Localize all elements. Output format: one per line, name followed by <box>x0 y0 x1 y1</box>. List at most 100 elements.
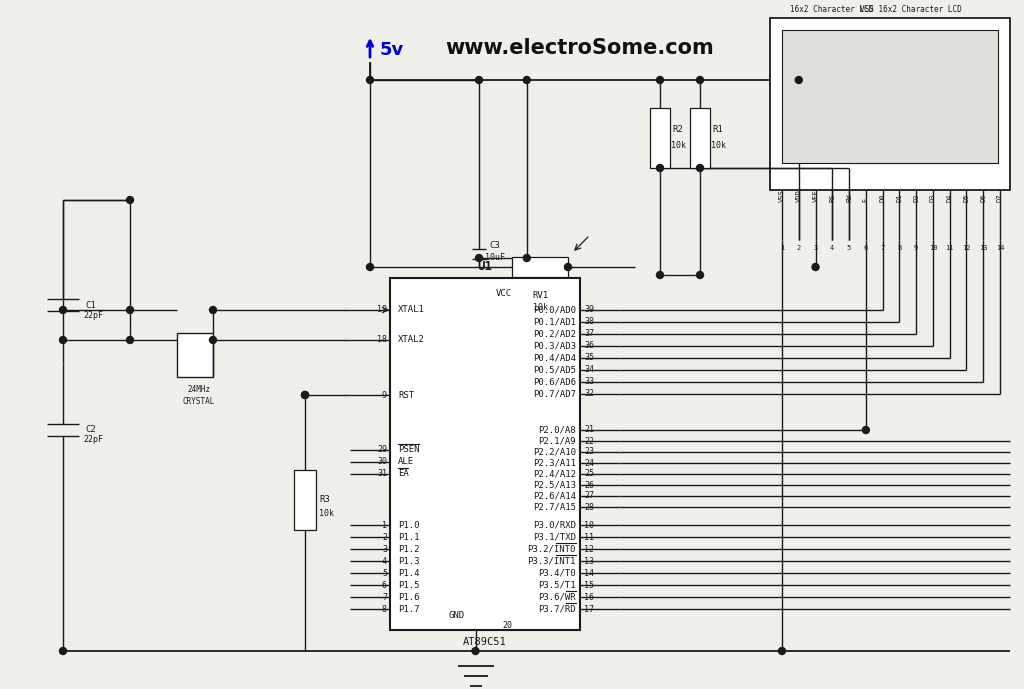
Text: 37: 37 <box>584 329 594 338</box>
Text: EA: EA <box>398 469 409 478</box>
Text: P2.6/A14: P2.6/A14 <box>534 491 575 500</box>
Circle shape <box>127 336 133 344</box>
Circle shape <box>656 271 664 278</box>
Circle shape <box>696 165 703 172</box>
Text: 4: 4 <box>830 245 835 251</box>
Text: 34: 34 <box>584 365 594 375</box>
Bar <box>782 30 998 163</box>
Text: 10k: 10k <box>532 302 548 311</box>
Circle shape <box>472 648 479 655</box>
Text: 10uF: 10uF <box>485 254 505 263</box>
Text: E: E <box>863 198 868 202</box>
Text: 30: 30 <box>377 457 387 466</box>
Circle shape <box>696 76 703 83</box>
Text: P2.2/A10: P2.2/A10 <box>534 447 575 457</box>
Circle shape <box>301 391 308 398</box>
Text: 14: 14 <box>995 245 1005 251</box>
Text: P1.6: P1.6 <box>398 593 420 601</box>
Text: D0: D0 <box>880 194 886 202</box>
Circle shape <box>523 76 530 83</box>
Text: XTAL2: XTAL2 <box>398 336 425 344</box>
Text: D1: D1 <box>896 194 902 202</box>
Text: P2.4/A12: P2.4/A12 <box>534 469 575 478</box>
Text: RST: RST <box>398 391 414 400</box>
Text: D3: D3 <box>930 194 936 202</box>
Text: 21: 21 <box>584 426 594 435</box>
Circle shape <box>367 263 374 271</box>
Circle shape <box>127 307 133 313</box>
Circle shape <box>475 254 482 262</box>
Text: RS: RS <box>829 194 836 202</box>
Text: 13: 13 <box>979 245 987 251</box>
Text: AT89C51: AT89C51 <box>463 637 507 647</box>
Text: P3.5/T1: P3.5/T1 <box>539 581 575 590</box>
Text: P3.4/T0: P3.4/T0 <box>539 568 575 577</box>
Text: 10: 10 <box>584 520 594 530</box>
Text: P2.1/A9: P2.1/A9 <box>539 437 575 446</box>
Text: 10k: 10k <box>671 141 685 150</box>
Text: P1.3: P1.3 <box>398 557 420 566</box>
Text: 4: 4 <box>382 557 387 566</box>
Text: 24MHz: 24MHz <box>187 386 211 395</box>
Text: P0.2/AD2: P0.2/AD2 <box>534 329 575 338</box>
Text: 20: 20 <box>503 621 513 630</box>
Circle shape <box>59 648 67 655</box>
Circle shape <box>656 76 664 83</box>
Text: 29: 29 <box>377 446 387 455</box>
Bar <box>650 108 670 168</box>
Text: P0.3/AD3: P0.3/AD3 <box>534 342 575 351</box>
Text: 24: 24 <box>584 458 594 468</box>
Text: P1.7: P1.7 <box>398 604 420 613</box>
Text: 31: 31 <box>377 469 387 478</box>
Text: GND: GND <box>449 610 465 619</box>
Text: VDD: VDD <box>796 189 802 202</box>
Text: 12: 12 <box>963 245 971 251</box>
Circle shape <box>210 336 216 344</box>
Circle shape <box>523 254 530 262</box>
Text: 16x2 Character LCD: 16x2 Character LCD <box>790 6 873 14</box>
Text: 10: 10 <box>929 245 937 251</box>
Text: VSS: VSS <box>779 189 785 202</box>
Text: 14: 14 <box>584 568 594 577</box>
Text: 1: 1 <box>780 245 784 251</box>
Text: 11: 11 <box>945 245 954 251</box>
Text: 17: 17 <box>584 604 594 613</box>
Text: 40: 40 <box>527 269 538 278</box>
Text: PSEN: PSEN <box>398 446 420 455</box>
Text: P1.1: P1.1 <box>398 533 420 542</box>
Text: 18: 18 <box>377 336 387 344</box>
Bar <box>690 108 710 168</box>
Text: 5: 5 <box>847 245 851 251</box>
Text: VEE: VEE <box>812 189 818 202</box>
Text: C3: C3 <box>489 240 501 249</box>
Text: 3: 3 <box>382 544 387 553</box>
Text: P0.5/AD5: P0.5/AD5 <box>534 365 575 375</box>
Text: 39: 39 <box>584 305 594 314</box>
Text: 8: 8 <box>897 245 901 251</box>
Circle shape <box>862 426 869 433</box>
Text: D7: D7 <box>997 194 1002 202</box>
Text: P3.0/RXD: P3.0/RXD <box>534 520 575 530</box>
Circle shape <box>656 165 664 172</box>
Text: 38: 38 <box>584 318 594 327</box>
Text: P1.4: P1.4 <box>398 568 420 577</box>
Text: P0.0/AD0: P0.0/AD0 <box>534 305 575 314</box>
Text: P1.2: P1.2 <box>398 544 420 553</box>
Circle shape <box>210 307 216 313</box>
Text: 15: 15 <box>584 581 594 590</box>
Text: P1.0: P1.0 <box>398 520 420 530</box>
Text: 26: 26 <box>584 480 594 489</box>
Text: 10k: 10k <box>711 141 725 150</box>
Text: 9: 9 <box>914 245 919 251</box>
Text: 13: 13 <box>584 557 594 566</box>
Text: RV1: RV1 <box>531 291 548 300</box>
Text: P0.7/AD7: P0.7/AD7 <box>534 389 575 398</box>
Text: 12: 12 <box>584 544 594 553</box>
Circle shape <box>301 391 308 398</box>
Text: 35: 35 <box>584 353 594 362</box>
Text: P0.4/AD4: P0.4/AD4 <box>534 353 575 362</box>
Text: 11: 11 <box>584 533 594 542</box>
Text: C2: C2 <box>86 426 96 435</box>
Text: 28: 28 <box>584 502 594 511</box>
Text: R1: R1 <box>713 125 723 134</box>
